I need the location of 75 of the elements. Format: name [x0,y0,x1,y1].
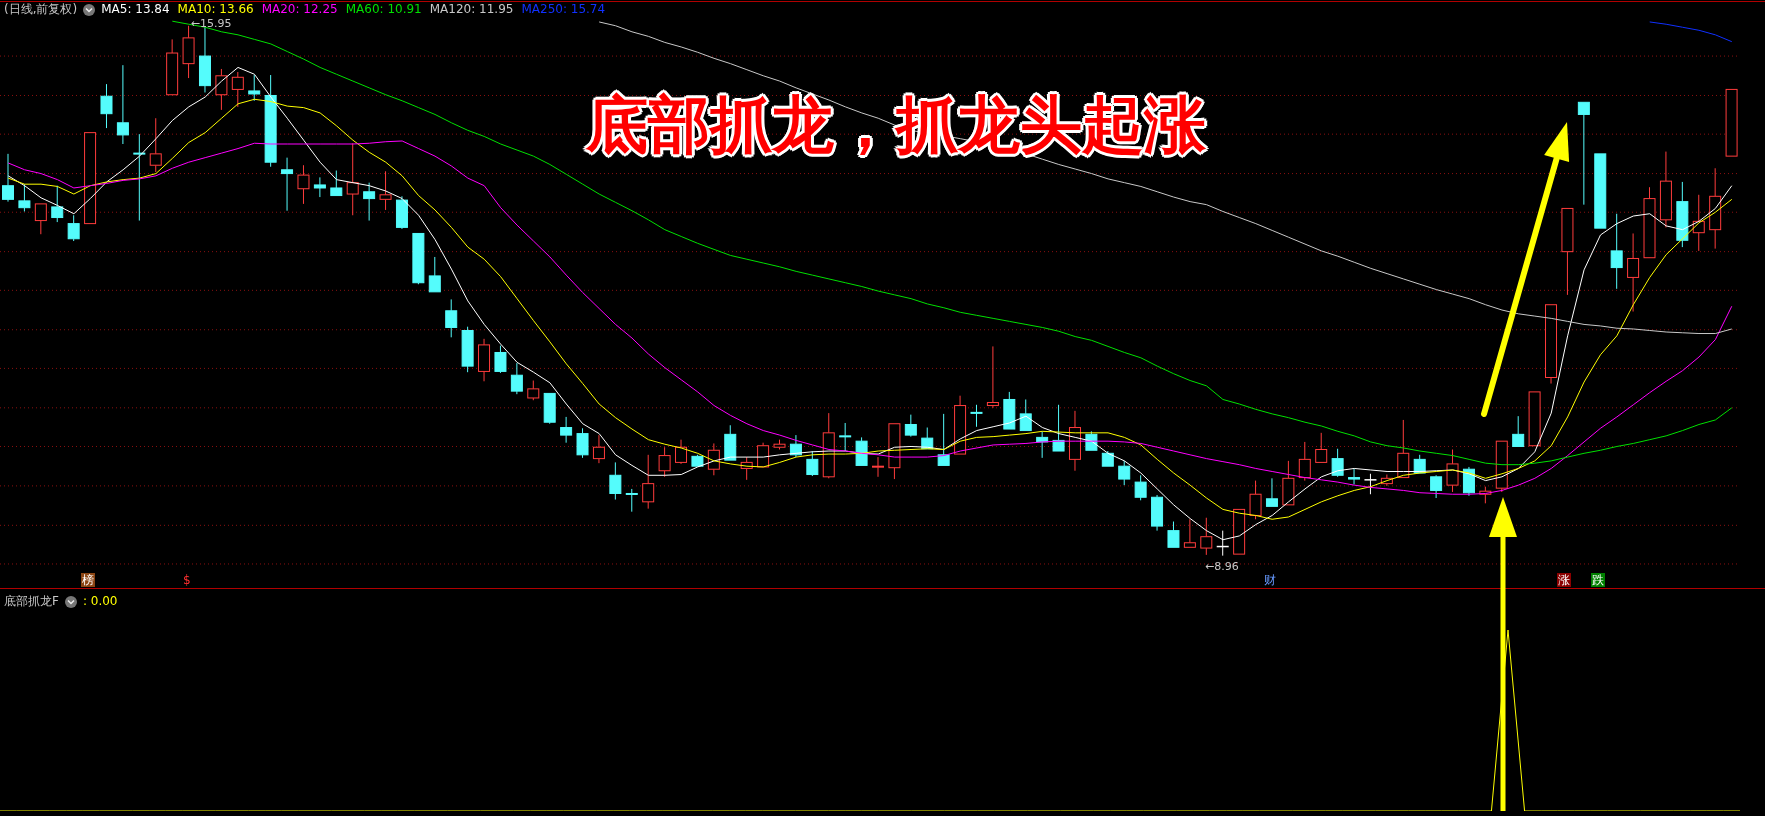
annotation: $ [182,573,192,587]
candlestick [1627,232,1640,313]
candlestick [1512,415,1525,447]
candlestick [609,461,622,501]
candlestick [67,214,80,242]
annotation: 财 [1263,573,1277,587]
candlestick [84,132,97,225]
candlestick [1019,398,1032,432]
candlestick [954,395,967,455]
candlestick [1183,518,1196,548]
candlestick [1545,304,1558,385]
candlestick [346,142,359,216]
candlestick [1528,391,1541,447]
candlestick [116,64,129,145]
annotation: ←8.96 [1204,559,1239,573]
candlestick [855,436,868,466]
candlestick [166,38,179,96]
annotation: 涨 [1557,573,1571,587]
candlestick [395,195,408,230]
candlestick [872,456,884,478]
candlestick [182,25,195,79]
candlestick [1348,467,1361,485]
candlestick [1430,474,1443,499]
candlestick [1577,101,1590,206]
candlestick [1363,473,1378,495]
text: MA10: 13.66 [177,2,254,16]
candlestick [428,256,441,293]
annotation: 榜 [81,573,95,587]
candlestick [445,298,458,338]
candlestick [510,362,523,395]
candlestick [363,182,376,222]
candlestick [560,416,573,444]
candlestick [1233,508,1246,555]
candlestick [1068,410,1081,472]
text: MA5: 13.84 [101,2,170,16]
candlestick [1282,460,1295,506]
candlestick [724,424,737,461]
candlestick [313,176,326,198]
annotation: ←15.95 [190,16,232,30]
candlestick [1315,432,1328,463]
candlestick [1298,441,1311,482]
text: MA60: 10.91 [345,2,422,16]
candlestick [379,170,392,211]
candlestick [1151,494,1164,532]
candlestick [1397,419,1410,479]
candlestick [576,427,589,459]
candlestick [937,413,950,466]
candlestick [100,83,113,129]
candlestick [133,133,146,222]
text: MA20: 12.25 [261,2,338,16]
candlestick [592,434,605,464]
chart-title: (日线,前复权) [4,2,78,16]
candlestick [1643,186,1656,259]
candlestick [1265,477,1278,507]
candlestick [1561,207,1574,296]
text: : 0.00 [82,594,118,608]
text: MA120: 11.95 [429,2,514,16]
candlestick [478,338,491,382]
candlestick [986,345,999,409]
candlestick [34,203,47,235]
candlestick [281,157,294,212]
text: MA250: 15.74 [521,2,606,16]
candlestick [1725,88,1738,157]
annotation: 跌 [1591,573,1605,587]
candlestick [1610,213,1623,290]
candlestick [1594,153,1607,229]
annotation: 底部抓龙，抓龙头起涨 [585,88,1207,161]
candlestick [642,454,655,510]
candlestick [1659,151,1672,228]
candlestick [297,164,310,205]
candlestick [1052,404,1065,452]
candlestick [198,26,211,93]
candlestick [675,439,688,465]
candlestick [2,153,14,203]
chart-title: 底部抓龙F [4,594,59,608]
